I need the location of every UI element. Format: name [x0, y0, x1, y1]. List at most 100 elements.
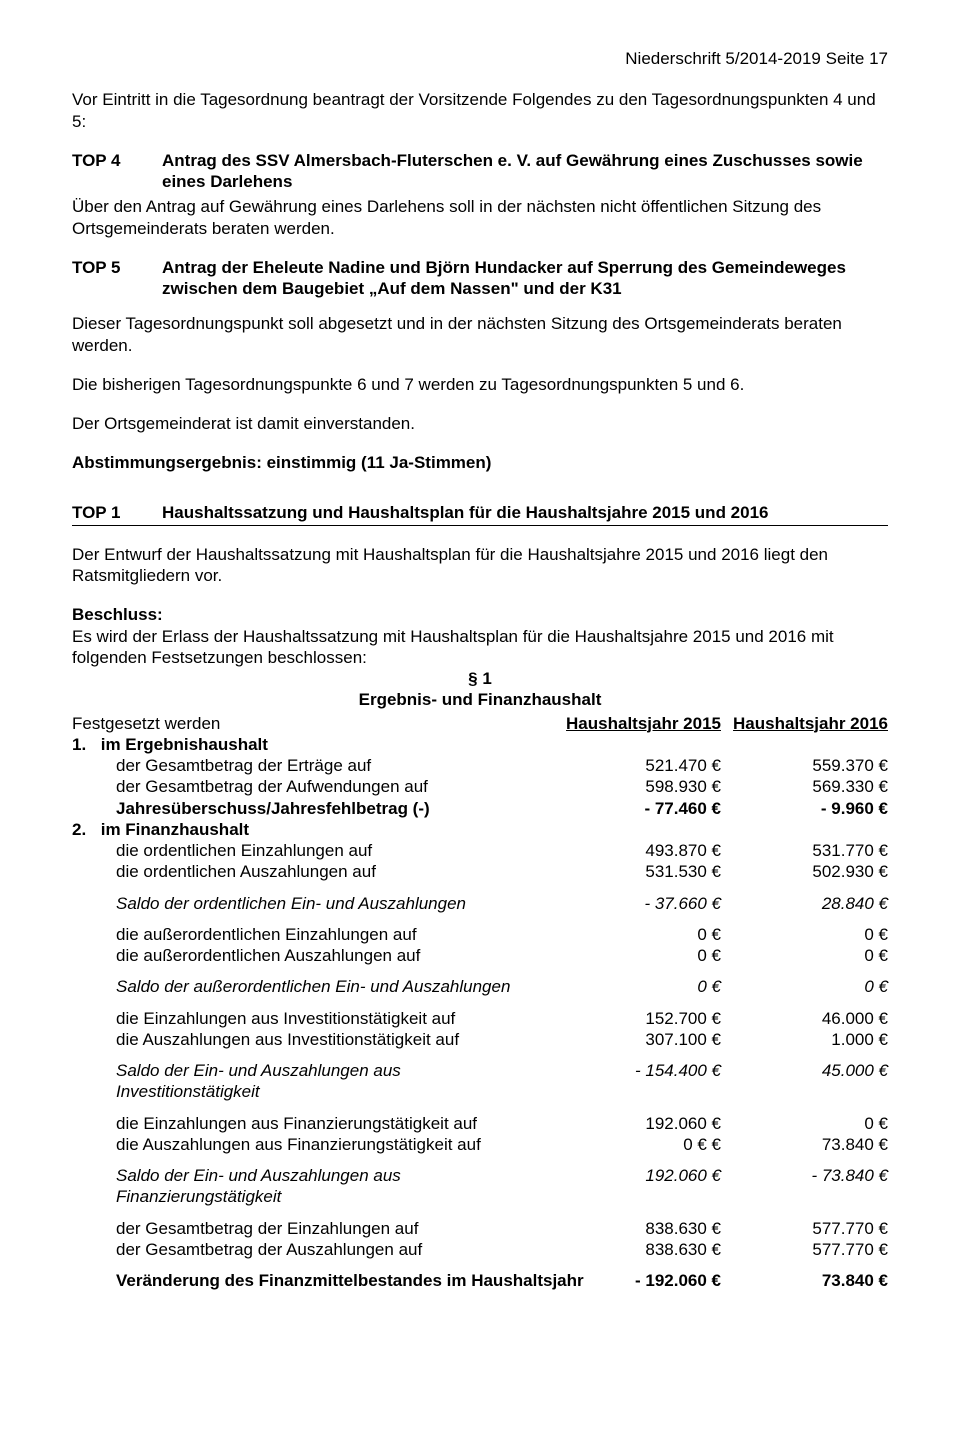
- beschluss-block: Beschluss: Es wird der Erlass der Hausha…: [72, 604, 888, 668]
- row-2015: 192.060 €: [556, 1165, 733, 1186]
- budget-num-2: 2.: [72, 819, 96, 840]
- table-row: die ordentlichen Auszahlungen auf 531.53…: [72, 861, 888, 882]
- table-row: die außerordentlichen Auszahlungen auf 0…: [72, 945, 888, 966]
- row-label: die Einzahlungen aus Investitionstätigke…: [72, 1008, 556, 1029]
- row-2015: - 154.400 €: [556, 1060, 733, 1081]
- top4-row: TOP 4 Antrag des SSV Almersbach-Flutersc…: [72, 150, 888, 193]
- table-row: die Auszahlungen aus Finanzierungstätigk…: [72, 1134, 888, 1155]
- row-2016: - 9.960 €: [733, 798, 888, 819]
- table-row: Veränderung des Finanzmittelbestandes im…: [72, 1270, 888, 1291]
- top4-title: Antrag des SSV Almersbach-Fluterschen e.…: [162, 150, 888, 193]
- row-2016: 73.840 €: [733, 1134, 888, 1155]
- paragraph-1: Dieser Tagesordnungspunkt soll abgesetzt…: [72, 313, 888, 356]
- section1-number: § 1: [72, 668, 888, 689]
- budget-fest-label: Festgesetzt werden: [72, 713, 556, 734]
- row-2016: 577.770 €: [733, 1239, 888, 1260]
- row-2015: - 192.060 €: [621, 1270, 733, 1291]
- table-row: Saldo der außerordentlichen Ein- und Aus…: [72, 976, 888, 997]
- row-label: Saldo der Ein- und Auszahlungen aus Inve…: [72, 1060, 556, 1103]
- row-2016: 45.000 €: [733, 1060, 888, 1081]
- section1-title: Ergebnis- und Finanzhaushalt: [72, 689, 888, 710]
- top1-label: TOP 1: [72, 502, 162, 523]
- top4-body: Über den Antrag auf Gewährung eines Darl…: [72, 196, 888, 239]
- beschluss-label: Beschluss:: [72, 605, 163, 624]
- row-2015: 152.700 €: [556, 1008, 733, 1029]
- row-2015: 192.060 €: [556, 1113, 733, 1134]
- table-row: Saldo der Ein- und Auszahlungen aus Fina…: [72, 1165, 888, 1208]
- budget-section-2: 2. im Finanzhaushalt: [72, 819, 888, 840]
- vote-result: Abstimmungsergebnis: einstimmig (11 Ja-S…: [72, 452, 888, 473]
- paragraph-4: Der Entwurf der Haushaltssatzung mit Hau…: [72, 544, 888, 587]
- row-2016: 577.770 €: [733, 1218, 888, 1239]
- row-2016: 0 €: [733, 976, 888, 997]
- row-2016: 531.770 €: [733, 840, 888, 861]
- table-row: die ordentlichen Einzahlungen auf 493.87…: [72, 840, 888, 861]
- row-2016: 1.000 €: [733, 1029, 888, 1050]
- row-label: der Gesamtbetrag der Aufwendungen auf: [72, 776, 556, 797]
- row-2016: 28.840 €: [733, 893, 888, 914]
- row-label: Saldo der ordentlichen Ein- und Auszahlu…: [72, 893, 556, 914]
- row-2016: 0 €: [733, 1113, 888, 1134]
- table-row: Saldo der Ein- und Auszahlungen aus Inve…: [72, 1060, 888, 1103]
- row-label: Saldo der außerordentlichen Ein- und Aus…: [72, 976, 556, 997]
- top1-title: Haushaltssatzung und Haushaltsplan für d…: [162, 502, 888, 523]
- row-label: die außerordentlichen Auszahlungen auf: [72, 945, 556, 966]
- table-row: die außerordentlichen Einzahlungen auf 0…: [72, 924, 888, 945]
- row-2015: 598.930 €: [556, 776, 733, 797]
- top5-label: TOP 5: [72, 257, 162, 300]
- row-2015: 0 € €: [556, 1134, 733, 1155]
- row-label: die Auszahlungen aus Finanzierungstätigk…: [72, 1134, 556, 1155]
- row-label: die ordentlichen Auszahlungen auf: [72, 861, 556, 882]
- row-2015: 521.470 €: [556, 755, 733, 776]
- paragraph-3: Der Ortsgemeinderat ist damit einverstan…: [72, 413, 888, 434]
- row-label: Saldo der Ein- und Auszahlungen aus Fina…: [72, 1165, 556, 1208]
- page-header: Niederschrift 5/2014-2019 Seite 17: [72, 48, 888, 69]
- budget-col-2016: Haushaltsjahr 2016: [733, 713, 888, 734]
- budget-table: Festgesetzt werden Haushaltsjahr 2015 Ha…: [72, 713, 888, 1292]
- budget-col-2015: Haushaltsjahr 2015: [556, 713, 733, 734]
- table-row: der Gesamtbetrag der Einzahlungen auf 83…: [72, 1218, 888, 1239]
- row-2015: 838.630 €: [556, 1239, 733, 1260]
- row-label: die Auszahlungen aus Investitionstätigke…: [72, 1029, 556, 1050]
- row-2016: 0 €: [733, 945, 888, 966]
- row-2015: 0 €: [556, 945, 733, 966]
- table-row: der Gesamtbetrag der Auszahlungen auf 83…: [72, 1239, 888, 1260]
- row-label: die ordentlichen Einzahlungen auf: [72, 840, 556, 861]
- paragraph-2: Die bisherigen Tagesordnungspunkte 6 und…: [72, 374, 888, 395]
- row-label: der Gesamtbetrag der Einzahlungen auf: [72, 1218, 556, 1239]
- intro-paragraph: Vor Eintritt in die Tagesordnung beantra…: [72, 89, 888, 132]
- budget-heading-2: im Finanzhaushalt: [101, 820, 249, 839]
- row-2016: 46.000 €: [733, 1008, 888, 1029]
- table-row: der Gesamtbetrag der Aufwendungen auf 59…: [72, 776, 888, 797]
- table-row: die Einzahlungen aus Investitionstätigke…: [72, 1008, 888, 1029]
- beschluss-body: Es wird der Erlass der Haushaltssatzung …: [72, 627, 834, 667]
- row-label: die außerordentlichen Einzahlungen auf: [72, 924, 556, 945]
- row-2015: 493.870 €: [556, 840, 733, 861]
- row-2016: 0 €: [733, 924, 888, 945]
- row-label: Jahresüberschuss/Jahresfehlbetrag (-): [72, 798, 556, 819]
- top5-row: TOP 5 Antrag der Eheleute Nadine und Bjö…: [72, 257, 888, 300]
- row-2015: 307.100 €: [556, 1029, 733, 1050]
- row-2015: 0 €: [556, 924, 733, 945]
- table-row: die Auszahlungen aus Investitionstätigke…: [72, 1029, 888, 1050]
- table-row: der Gesamtbetrag der Erträge auf 521.470…: [72, 755, 888, 776]
- budget-num-1: 1.: [72, 734, 96, 755]
- row-2016: 569.330 €: [733, 776, 888, 797]
- row-2015: 531.530 €: [556, 861, 733, 882]
- document-page: Niederschrift 5/2014-2019 Seite 17 Vor E…: [0, 0, 960, 1446]
- budget-header-row: Festgesetzt werden Haushaltsjahr 2015 Ha…: [72, 713, 888, 734]
- table-row: Jahresüberschuss/Jahresfehlbetrag (-) - …: [72, 798, 888, 819]
- top1-row: TOP 1 Haushaltssatzung und Haushaltsplan…: [72, 502, 888, 526]
- table-row: Saldo der ordentlichen Ein- und Auszahlu…: [72, 893, 888, 914]
- row-label: der Gesamtbetrag der Auszahlungen auf: [72, 1239, 556, 1260]
- row-2016: 502.930 €: [733, 861, 888, 882]
- row-2015: - 77.460 €: [556, 798, 733, 819]
- top4-label: TOP 4: [72, 150, 162, 193]
- row-2016: 73.840 €: [733, 1270, 888, 1291]
- budget-heading-1: im Ergebnishaushalt: [101, 735, 268, 754]
- row-2015: 838.630 €: [556, 1218, 733, 1239]
- row-2016: 559.370 €: [733, 755, 888, 776]
- row-label: die Einzahlungen aus Finanzierungstätigk…: [72, 1113, 556, 1134]
- row-2015: 0 €: [556, 976, 733, 997]
- budget-section-1: 1. im Ergebnishaushalt: [72, 734, 888, 755]
